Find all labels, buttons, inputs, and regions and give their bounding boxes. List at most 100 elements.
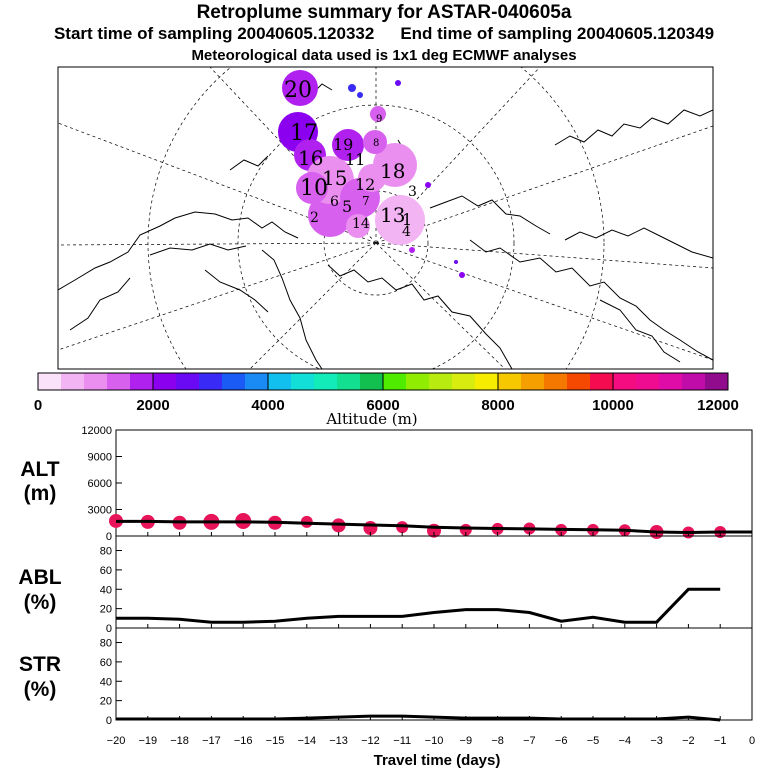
plume-label: 4: [402, 224, 411, 240]
x-tick-label: −1: [714, 735, 727, 747]
str-ytick-label: 0: [106, 715, 112, 727]
colorbar-swatch: [383, 373, 407, 390]
x-tick-label: −12: [361, 735, 380, 747]
plume-label: 13: [380, 203, 405, 227]
x-tick-label: −9: [460, 735, 473, 747]
x-axis: −20 −19 −18 −17 −16 −15 −14 −13 −12 −11 −10 −9 −8 −7−…: [107, 532, 755, 768]
colorbar-swatches: [38, 373, 729, 390]
colorbar-tick-label: 0: [34, 397, 42, 414]
str-ytick-label: 20: [100, 696, 112, 708]
x-tick-label: −2: [682, 735, 695, 747]
alt-panel: ALT (m) 0 3000 6000 9000 12000: [20, 425, 753, 543]
sampling-times: Start time of sampling 20040605.120332 En…: [0, 24, 768, 44]
colorbar-swatch: [475, 373, 499, 390]
colorbar-swatch: [38, 373, 62, 390]
colorbar-swatch: [705, 373, 729, 390]
colorbar-swatch: [84, 373, 108, 390]
x-tick-label: −19: [138, 735, 157, 747]
str-ytick-label: 40: [100, 676, 112, 688]
x-tick-label: −15: [266, 735, 285, 747]
abl-ytick-label: 20: [100, 604, 112, 616]
alt-panel-label: ALT: [20, 458, 59, 481]
colorbar-swatch: [544, 373, 568, 390]
plume-label: 1: [402, 210, 412, 229]
colorbar-swatch: [130, 373, 154, 390]
plume-label: 3: [408, 184, 417, 200]
colorbar-swatch: [199, 373, 223, 390]
x-tick-label: −7: [523, 735, 536, 747]
alt-panel-unit: (m): [24, 482, 57, 505]
abl-ytick-label: 0: [106, 623, 112, 635]
alt-ytick-label: 12000: [81, 425, 112, 437]
colorbar-swatch: [222, 373, 246, 390]
x-tick-label: −20: [107, 735, 126, 747]
str-panel: STR (%) 0 20 40 60 80: [19, 627, 753, 727]
colorbar-swatch: [567, 373, 591, 390]
colorbar-swatch: [636, 373, 660, 390]
colorbar-swatch: [659, 373, 683, 390]
colorbar-swatch: [429, 373, 453, 390]
colorbar-swatch: [61, 373, 85, 390]
colorbar-swatch: [176, 373, 200, 390]
colorbar-tick-label: 2000: [136, 397, 169, 414]
alt-ytick-label: 0: [106, 531, 112, 543]
abl-panel-frame: [115, 535, 753, 629]
alt-ytick-label: 3000: [88, 505, 112, 517]
colorbar-swatch: [153, 373, 177, 390]
colorbar-swatch: [107, 373, 131, 390]
colorbar-swatch: [498, 373, 522, 390]
plume-circles: [278, 70, 465, 278]
x-tick-label: −11: [393, 735, 411, 747]
x-tick-label: −6: [555, 735, 568, 747]
colorbar-swatch: [590, 373, 614, 390]
chart-title: Retroplume summary for ASTAR-040605a: [196, 2, 572, 23]
plume-label: 18: [380, 159, 405, 183]
colorbar-tick-label: 10000: [592, 397, 634, 414]
plume-label: 12: [355, 175, 375, 194]
colorbar-swatch: [406, 373, 430, 390]
x-tick-label: −5: [587, 735, 600, 747]
colorbar-swatch: [682, 373, 706, 390]
colorbar-tick-label: 12000: [697, 397, 739, 414]
map-panel: 20 17 16 15 10 19 12 11 18 13 14 8 9 7 6…: [57, 66, 714, 370]
plume-label: 14: [352, 216, 370, 232]
str-ytick-label: 80: [100, 638, 112, 650]
colorbar-tick-label: 6000: [366, 397, 399, 414]
x-tick-label: −8: [491, 735, 504, 747]
x-tick-label: −3: [650, 735, 663, 747]
str-panel-unit: (%): [24, 678, 57, 701]
plume-label: 9: [376, 114, 382, 125]
plume-label: 7: [362, 194, 370, 208]
plume-label: 8: [373, 138, 379, 149]
plume-label: 17: [290, 121, 318, 146]
str-panel-label: STR: [19, 653, 61, 676]
colorbar-swatch: [360, 373, 384, 390]
alt-series-line: [116, 519, 752, 535]
x-tick-label: −4: [619, 735, 632, 747]
str-ytick-label: 60: [100, 657, 112, 669]
end-time-label: End time of sampling 20040605.120349: [400, 24, 715, 43]
abl-panel-unit: (%): [24, 591, 57, 614]
x-tick-label: −17: [202, 735, 221, 747]
plume-label: 6: [330, 194, 339, 210]
plume-label: 16: [298, 146, 323, 170]
plume-label: 11: [345, 150, 365, 169]
altitude-colorbar: 0 2000 4000 6000 8000 10000 12000 Altitu…: [34, 372, 739, 428]
colorbar-swatch: [613, 373, 637, 390]
abl-ytick-label: 80: [100, 546, 112, 558]
x-tick-label: 0: [749, 735, 755, 747]
abl-ytick-label: 40: [100, 584, 112, 596]
colorbar-swatch: [291, 373, 315, 390]
plume-label: 5: [342, 197, 352, 216]
abl-ytick-label: 60: [100, 565, 112, 577]
x-tick-label: −16: [234, 735, 253, 747]
colorbar-swatch: [314, 373, 338, 390]
plume-label: 19: [333, 135, 353, 154]
colorbar-swatch: [268, 373, 292, 390]
colorbar-swatch: [245, 373, 269, 390]
x-tick-label: −13: [329, 735, 348, 747]
colorbar-title: Altitude (m): [325, 410, 417, 428]
colorbar-swatch: [521, 373, 545, 390]
alt-ytick-label: 6000: [88, 478, 112, 490]
